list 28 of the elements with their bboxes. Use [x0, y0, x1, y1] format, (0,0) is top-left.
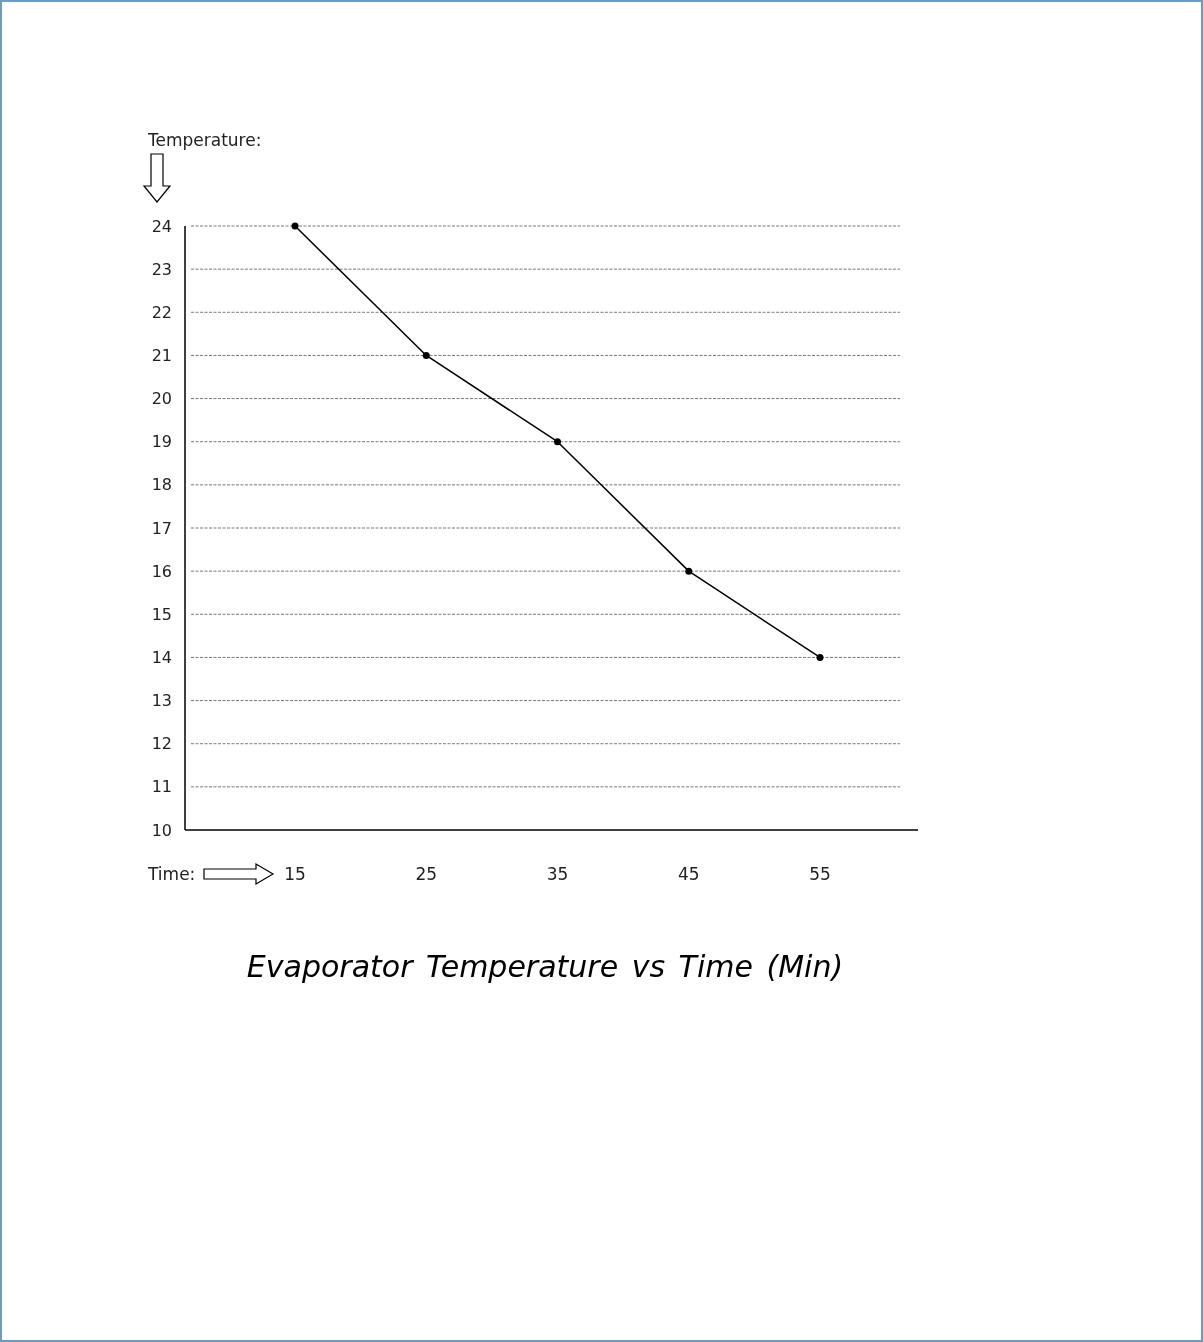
x-tick-label: 25	[415, 864, 438, 884]
y-tick-label: 10	[151, 820, 172, 840]
point	[291, 222, 299, 230]
y-tick-label: 20	[151, 389, 172, 409]
y-tick-label: 23	[151, 259, 172, 279]
y-tick-label: 11	[151, 777, 172, 797]
point	[554, 438, 561, 446]
point	[422, 351, 430, 359]
x-tick-label: 15	[284, 864, 306, 884]
y-tick-label: 13	[151, 691, 172, 711]
y-tick-label: 22	[151, 302, 172, 322]
y-tick-label: 19	[151, 432, 172, 452]
y-axis-title: Temperature:	[147, 130, 262, 150]
y-tick-label: 12	[151, 734, 172, 754]
y-tick-label: 24	[151, 216, 172, 236]
x-tick-label: 45	[677, 864, 700, 884]
y-tick-label: 14	[151, 648, 172, 668]
y-tick-label: 17	[151, 518, 172, 538]
y-tick-label: 15	[151, 604, 172, 624]
x-axis-title: Time:	[147, 864, 196, 884]
y-tick-label: 16	[151, 561, 172, 581]
x-tick-label: 55	[809, 864, 831, 884]
y-tick-label: 21	[151, 346, 172, 366]
y-tick-label: 18	[151, 475, 172, 495]
text: Evaporator Temperature vs Time (Min)	[246, 949, 844, 984]
point	[685, 567, 693, 575]
point	[816, 653, 824, 661]
x-tick-label: 35	[546, 864, 569, 884]
